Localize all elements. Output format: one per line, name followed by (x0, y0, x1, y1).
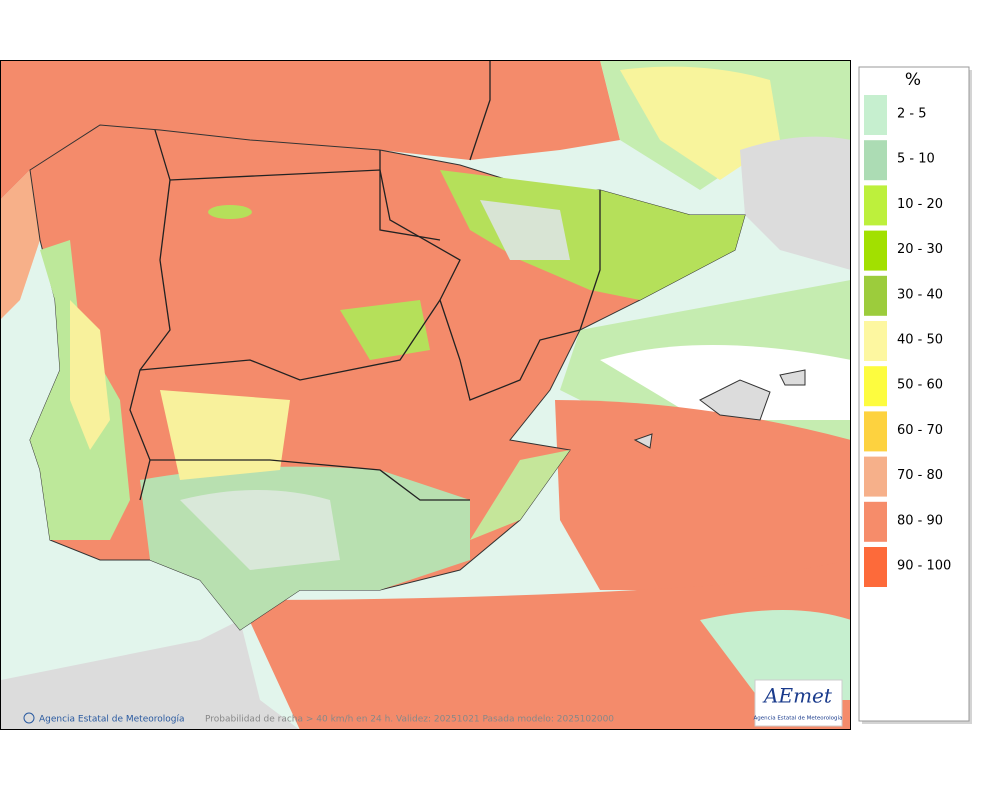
legend-label: 70 - 80 (897, 468, 943, 483)
legend-label: 30 - 40 (897, 287, 943, 302)
legend-swatch (864, 230, 887, 271)
copyright-icon (23, 712, 35, 724)
legend-swatch (864, 456, 887, 497)
legend-swatch (864, 411, 887, 452)
legend-label: 20 - 30 (897, 242, 943, 257)
legend-swatch (864, 501, 887, 542)
credit: Agencia Estatal de Meteorología (39, 715, 185, 725)
legend-swatch (864, 95, 887, 135)
legend-swatch (864, 140, 887, 181)
legend-swatch (864, 321, 887, 361)
legend-label: 90 - 100 (897, 559, 951, 574)
legend: % 2 - 5 5 - 10 10 - 20 20 - 30 30 - 40 40 - 5… (858, 66, 972, 724)
logo-subtitle: Agencia Estatal de Meteorología (754, 715, 843, 722)
legend-label: 40 - 50 (897, 333, 943, 348)
legend-label: 80 - 90 (897, 513, 943, 528)
legend-swatch (864, 275, 887, 316)
map (1, 60, 850, 729)
legend-label: 60 - 70 (897, 423, 943, 438)
map-frame (0, 60, 851, 730)
legend-title: % (905, 70, 921, 90)
caption: Probabilidad de racha > 40 km/h en 24 h.… (205, 715, 614, 725)
logo-box (754, 679, 843, 727)
legend-swatch (864, 366, 887, 407)
legend-label: 50 - 60 (897, 378, 943, 393)
legend-swatch (864, 547, 887, 587)
legend-label: 2 - 5 (897, 107, 927, 122)
logo: AEmet (762, 684, 833, 708)
legend-label: 5 - 10 (897, 152, 935, 167)
legend-label: 10 - 20 (897, 197, 943, 212)
legend-swatch (864, 185, 887, 226)
